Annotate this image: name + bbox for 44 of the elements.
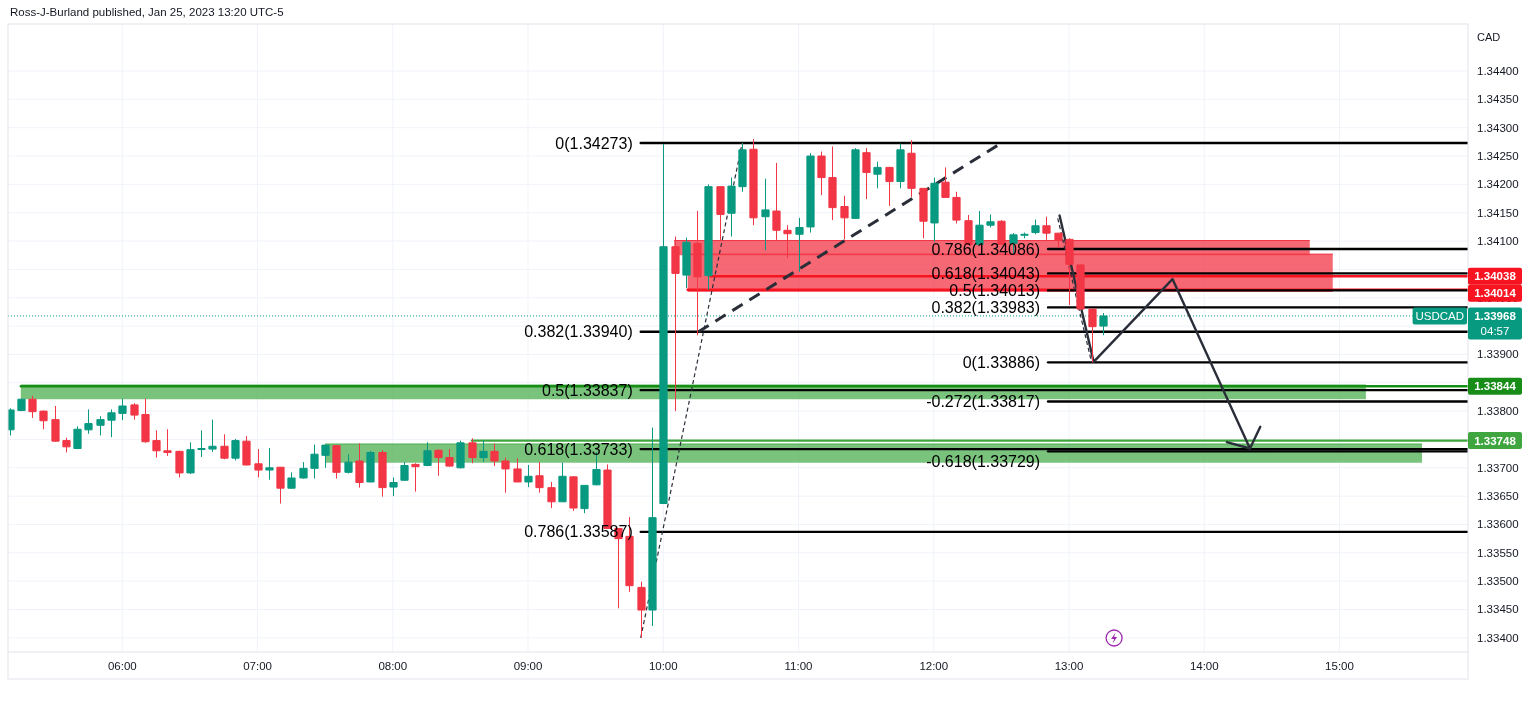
series-label: 0.382(1.33940) <box>524 323 633 341</box>
y-tick-label: 1.33600 <box>1477 518 1519 531</box>
x-tick-label: 06:00 <box>107 660 137 672</box>
text: 04:57 <box>1480 324 1510 337</box>
y-tick-label: 1.33400 <box>1477 631 1519 644</box>
y-tick-label: 1.34250 <box>1477 150 1519 163</box>
y-tick-label: 1.34150 <box>1477 206 1519 219</box>
series-label: 0.382(1.33983) <box>931 298 1041 316</box>
series-label: 0.786(1.34086) <box>931 240 1041 258</box>
y-tick-label: 1.34200 <box>1477 178 1519 191</box>
x-tick-label: 11:00 <box>784 660 813 672</box>
chart-title: Ross-J-Burland published, Jan 25, 2023 13:20 UTC-5 <box>10 6 284 18</box>
x-tick-label: 07:00 <box>243 660 272 672</box>
x-tick-label: 14:00 <box>1189 660 1219 672</box>
series-label: 0(1.33886) <box>962 353 1041 371</box>
series-label: 0.618(1.34043) <box>931 264 1041 282</box>
series-label: 0(1.34273) <box>555 134 633 152</box>
ref-line-label: 1.33968 <box>1474 309 1517 322</box>
series-label: 0.5(1.33837) <box>542 381 633 399</box>
y-tick-label: 1.33900 <box>1477 348 1519 361</box>
y-tick-label: 1.33450 <box>1477 603 1519 616</box>
data-label: 1.34038 <box>1474 270 1517 283</box>
y-axis-title: CAD <box>1477 31 1501 43</box>
y-tick-label: 1.34300 <box>1477 121 1519 134</box>
y-tick-label: 1.34400 <box>1477 65 1519 78</box>
data-label: 1.33844 <box>1474 380 1517 393</box>
y-tick-label: 1.33800 <box>1477 405 1519 418</box>
data-label: 1.34014 <box>1474 287 1517 300</box>
y-tick-label: 1.34350 <box>1477 93 1519 106</box>
x-tick-label: 10:00 <box>648 660 678 672</box>
series-label: -0.272(1.33817) <box>926 392 1041 410</box>
x-tick-label: 08:00 <box>378 660 408 672</box>
x-tick-label: 15:00 <box>1325 660 1354 672</box>
x-tick-label: 13:00 <box>1054 660 1084 672</box>
series-label: 0.618(1.33733) <box>524 440 633 458</box>
data-label: 1.33748 <box>1474 434 1517 447</box>
y-tick-label: 1.33700 <box>1477 461 1519 474</box>
y-tick-label: 1.33500 <box>1477 575 1519 588</box>
y-tick-label: 1.34100 <box>1477 235 1519 248</box>
y-tick-label: 1.33550 <box>1477 546 1519 559</box>
text: USDCAD <box>1415 309 1465 322</box>
x-tick-label: 09:00 <box>513 660 543 672</box>
y-tick-label: 1.33650 <box>1477 490 1519 503</box>
x-tick-label: 12:00 <box>919 660 949 672</box>
